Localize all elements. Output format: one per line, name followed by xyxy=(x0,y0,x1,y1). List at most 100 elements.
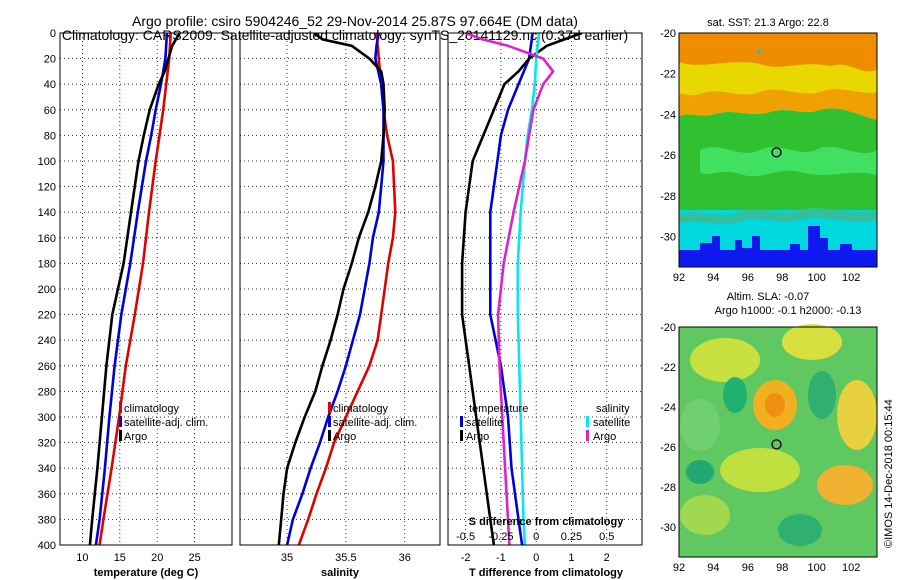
temperature-axis-label: temperature (deg C) xyxy=(94,567,199,579)
x-tick-label: 1 xyxy=(568,552,574,564)
salinity-lines xyxy=(277,33,397,545)
t-difference-tick-labels: -2 -1 0 1 2 xyxy=(461,552,610,564)
series-line-climatology xyxy=(98,33,172,545)
legend-t-argo: Argo xyxy=(466,431,489,443)
sla-map-title-line1: Altim. SLA: -0.07 xyxy=(727,291,810,303)
sst-map-frame xyxy=(678,32,878,268)
sst-argo-location-marker xyxy=(771,147,782,158)
sla-argo-location-marker xyxy=(771,439,782,450)
x-tick-label: 35.5 xyxy=(335,552,356,564)
sla-cool-blob-4 xyxy=(686,460,714,484)
s-diff-tick: -0.5 xyxy=(456,531,475,543)
depth-tick-120: 120 xyxy=(38,182,56,194)
x-tick-label: 15 xyxy=(114,552,126,564)
depth-tick-200: 200 xyxy=(38,284,56,296)
sst-transition-band xyxy=(679,208,877,224)
depth-tick-360: 360 xyxy=(38,489,56,501)
legend-s-argo2-swatch xyxy=(586,430,589,441)
lat-tick--24: -24 xyxy=(660,402,676,414)
lat-tick--22: -22 xyxy=(660,362,676,374)
temperature-axes-frame xyxy=(59,32,233,546)
legend-s-argo2: Argo xyxy=(593,431,616,443)
depth-tick-340: 340 xyxy=(38,463,56,475)
depth-tick-160: 160 xyxy=(38,233,56,245)
legend-s-satellite-adj: satellite-adj. clim. xyxy=(333,417,417,429)
sla-map-ticks: 92 94 96 98 100 102 -20 -22 -24 -26 -28 -30 xyxy=(660,322,860,574)
legend-argo: Argo xyxy=(124,431,147,443)
sst-hot-region xyxy=(679,33,877,72)
lon-tick-100: 100 xyxy=(808,562,826,574)
depth-tick-180: 180 xyxy=(38,258,56,270)
depth-tick-240: 240 xyxy=(38,335,56,347)
legend-s-sat: satellite xyxy=(593,417,630,429)
s-difference-tick-labels: -0.5 -0.25 0 0.25 0.5 xyxy=(456,531,614,543)
depth-tick-380: 380 xyxy=(38,514,56,526)
sst-pixel-speck xyxy=(758,50,761,53)
lon-tick-94: 94 xyxy=(707,272,719,284)
lon-tick-94: 94 xyxy=(707,562,719,574)
lat-tick--30: -30 xyxy=(660,522,676,534)
legend-s-climatology-swatch xyxy=(328,402,331,413)
s-diff-tick: 0.5 xyxy=(599,531,614,543)
lat-tick--26: -26 xyxy=(660,442,676,454)
salinity-axis-label: salinity xyxy=(321,567,360,579)
sst-yellow-band xyxy=(679,62,877,96)
lon-tick-92: 92 xyxy=(673,272,685,284)
legend-t-argo-swatch xyxy=(460,430,463,441)
legend-climatology-swatch xyxy=(119,402,122,413)
lon-tick-102: 102 xyxy=(842,272,860,284)
difference-panel: S difference from climatology -0.5 -0.25 0… xyxy=(447,32,643,579)
legend-climatology: climatology xyxy=(124,403,180,415)
s-diff-tick: 0.25 xyxy=(561,531,582,543)
salinity-grid xyxy=(240,33,440,545)
series-line-s-argo xyxy=(465,33,555,545)
lat-tick--28: -28 xyxy=(660,482,676,494)
sla-cool-blob-3 xyxy=(778,514,822,546)
series-line-satellite-adj-clim- xyxy=(94,33,169,545)
sst-map-title: sat. SST: 21.3 Argo: 22.8 xyxy=(707,17,829,29)
sst-coldwater-patches xyxy=(679,226,877,267)
sla-heatmap xyxy=(679,324,877,557)
lat-tick--24: -24 xyxy=(660,109,676,121)
t-difference-axis-label: T difference from climatology xyxy=(469,567,624,579)
lon-tick-96: 96 xyxy=(742,562,754,574)
s-diff-tick: -0.25 xyxy=(488,531,513,543)
depth-tick-20: 20 xyxy=(44,54,56,66)
legend-argo-swatch xyxy=(119,430,122,441)
difference-axes-frame xyxy=(447,32,643,546)
x-tick-label: 25 xyxy=(188,552,200,564)
legend-satellite-adj: satellite-adj. clim. xyxy=(124,417,208,429)
series-line-argo xyxy=(277,33,387,545)
legend-s-sat-swatch xyxy=(586,416,589,427)
sla-map-panel: Altim. SLA: -0.07 Argo h1000: -0.1 h2000… xyxy=(660,291,878,574)
s-difference-axis-label: S difference from climatology xyxy=(469,516,625,528)
x-tick-label: 0 xyxy=(533,552,539,564)
sla-blob-2 xyxy=(782,324,842,360)
sla-blob-1 xyxy=(690,338,760,382)
temperature-grid xyxy=(60,33,232,545)
legend-temperature-title: temperature xyxy=(469,403,528,415)
lat-tick--30: -30 xyxy=(660,231,676,243)
figure-title-line1: Argo profile: csiro 5904246_52 29-Nov-20… xyxy=(132,13,578,29)
legend-s-climatology: climatology xyxy=(333,403,389,415)
salinity-panel: 35 35.5 36 salinity climatology satellite-… xyxy=(239,32,441,579)
series-line-t-satellite xyxy=(488,33,534,545)
sla-blob-5 xyxy=(720,448,800,492)
legend-s-satellite-swatch xyxy=(328,416,331,427)
sla-blob-4 xyxy=(680,399,720,451)
temperature-panel: 0 20 40 60 80 100 120 140 160 180 200 220 240 260 280 3… xyxy=(38,28,233,579)
imos-credit: ©IMOS 14-Dec-2018 00:15:44 xyxy=(883,399,895,548)
sla-map-title-line2: Argo h1000: -0.1 h2000: -0.13 xyxy=(715,305,862,317)
sst-map-panel: sat. SST: 21.3 Argo: 22.8 92 94 96 98 100 102… xyxy=(660,17,878,284)
depth-tick-220: 220 xyxy=(38,310,56,322)
difference-legend: temperature satellite Argo salinity sate… xyxy=(460,403,630,443)
temperature-tick-labels: 10 15 20 25 xyxy=(76,552,200,564)
sst-heatmap xyxy=(679,33,877,267)
sla-cool-blob-2 xyxy=(808,371,836,419)
series-line-satellite-adj-clim- xyxy=(285,33,385,545)
depth-tick-labels: 0 20 40 60 80 100 120 140 160 180 200 220 240 260 280 3… xyxy=(38,28,56,552)
legend-t-satellite: satellite xyxy=(466,417,503,429)
legend-salinity-title: salinity xyxy=(596,403,630,415)
sla-blob-6 xyxy=(680,495,730,535)
series-line-s-satellite xyxy=(516,33,541,545)
